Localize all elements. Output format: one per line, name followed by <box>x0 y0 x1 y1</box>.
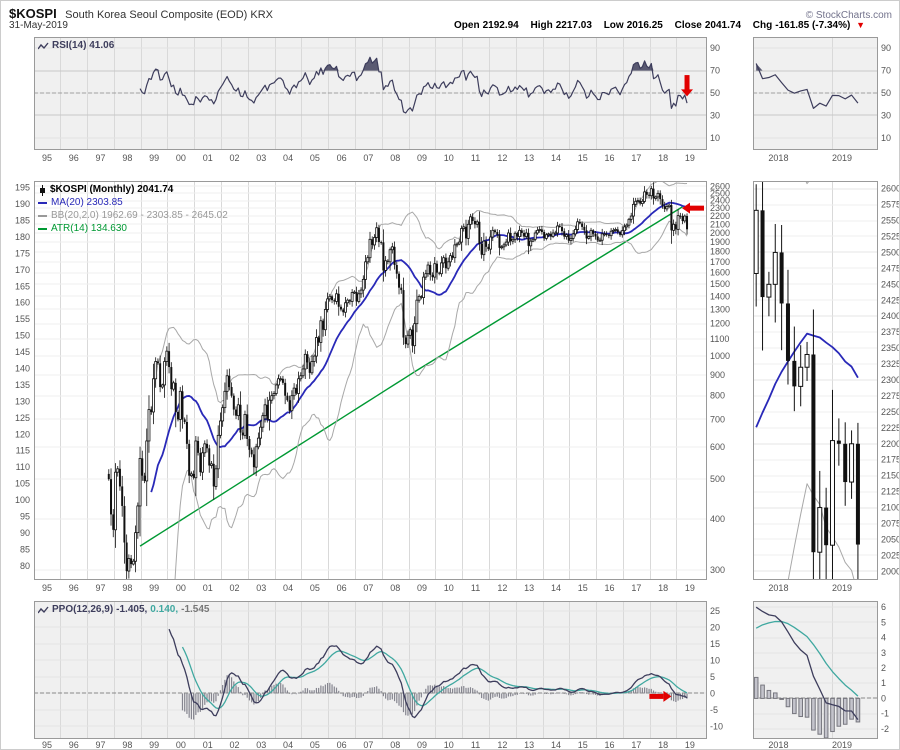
change-down-triangle-icon: ▼ <box>856 20 865 30</box>
high-value: 2217.03 <box>555 20 592 31</box>
copyright: © StockCharts.com <box>805 10 892 21</box>
chg-value: -161.85 (-7.34%) <box>775 20 851 31</box>
atr-legend: ATR(14) 134.630 <box>38 223 127 235</box>
ppo-legend-label: PPO(12,26,9) <box>52 604 114 615</box>
chg-label: Chg <box>752 20 773 31</box>
ma-legend-label: MA(20) 2303.85 <box>51 197 123 208</box>
ohlc-row: 31-May-2019 Open 2192.94 High 2217.03 Low 2… <box>9 20 865 31</box>
rsi-line-icon <box>38 42 49 49</box>
open-value: 2192.94 <box>482 20 519 31</box>
high-label: High <box>530 20 553 31</box>
ppo-value-line: -1.405, <box>116 604 148 615</box>
candlestick-icon <box>40 184 45 196</box>
atr-legend-label: ATR(14) 134.630 <box>51 223 127 234</box>
price-legend: $KOSPI (Monthly) 2041.74 <box>38 184 173 196</box>
chart-date: 31-May-2019 <box>9 20 68 31</box>
close-label: Close <box>674 20 702 31</box>
chart-header: $KOSPI South Korea Seoul Composite (EOD)… <box>9 5 892 23</box>
ohlc-readout: Open 2192.94 High 2217.03 Low 2016.25 Close… <box>445 20 865 31</box>
low-label: Low <box>603 20 624 31</box>
close-value: 2041.74 <box>704 20 742 31</box>
ppo-value-hist: -1.545 <box>181 604 210 615</box>
ma-legend: MA(20) 2303.85 <box>38 197 123 209</box>
chart-title: South Korea Seoul Composite (EOD) KRX <box>65 9 274 21</box>
open-label: Open <box>454 20 480 31</box>
bb-line-icon <box>38 215 47 217</box>
ppo-line-icon <box>38 606 49 613</box>
ppo-legend: PPO(12,26,9) -1.405, 0.140, -1.545 <box>38 604 212 616</box>
bb-legend: BB(20,2.0) 1962.69 - 2303.85 - 2645.02 <box>38 210 228 222</box>
symbol: $KOSPI <box>9 6 57 21</box>
ppo-value-signal: 0.140, <box>150 604 179 615</box>
low-value: 2016.25 <box>626 20 663 31</box>
price-legend-label: $KOSPI (Monthly) 2041.74 <box>50 184 174 195</box>
rsi-legend: RSI(14) 41.06 <box>38 40 114 52</box>
ma-line-icon <box>38 202 47 204</box>
bb-legend-label: BB(20,2.0) 1962.69 - 2303.85 - 2645.02 <box>51 210 228 221</box>
rsi-legend-label: RSI(14) 41.06 <box>52 40 115 51</box>
chart-title-group: $KOSPI South Korea Seoul Composite (EOD)… <box>9 5 273 23</box>
atr-line-icon <box>38 228 47 230</box>
